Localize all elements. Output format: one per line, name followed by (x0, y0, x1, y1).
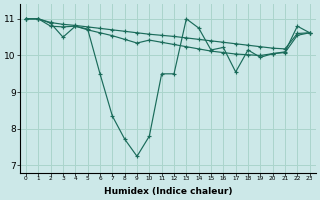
X-axis label: Humidex (Indice chaleur): Humidex (Indice chaleur) (104, 187, 232, 196)
